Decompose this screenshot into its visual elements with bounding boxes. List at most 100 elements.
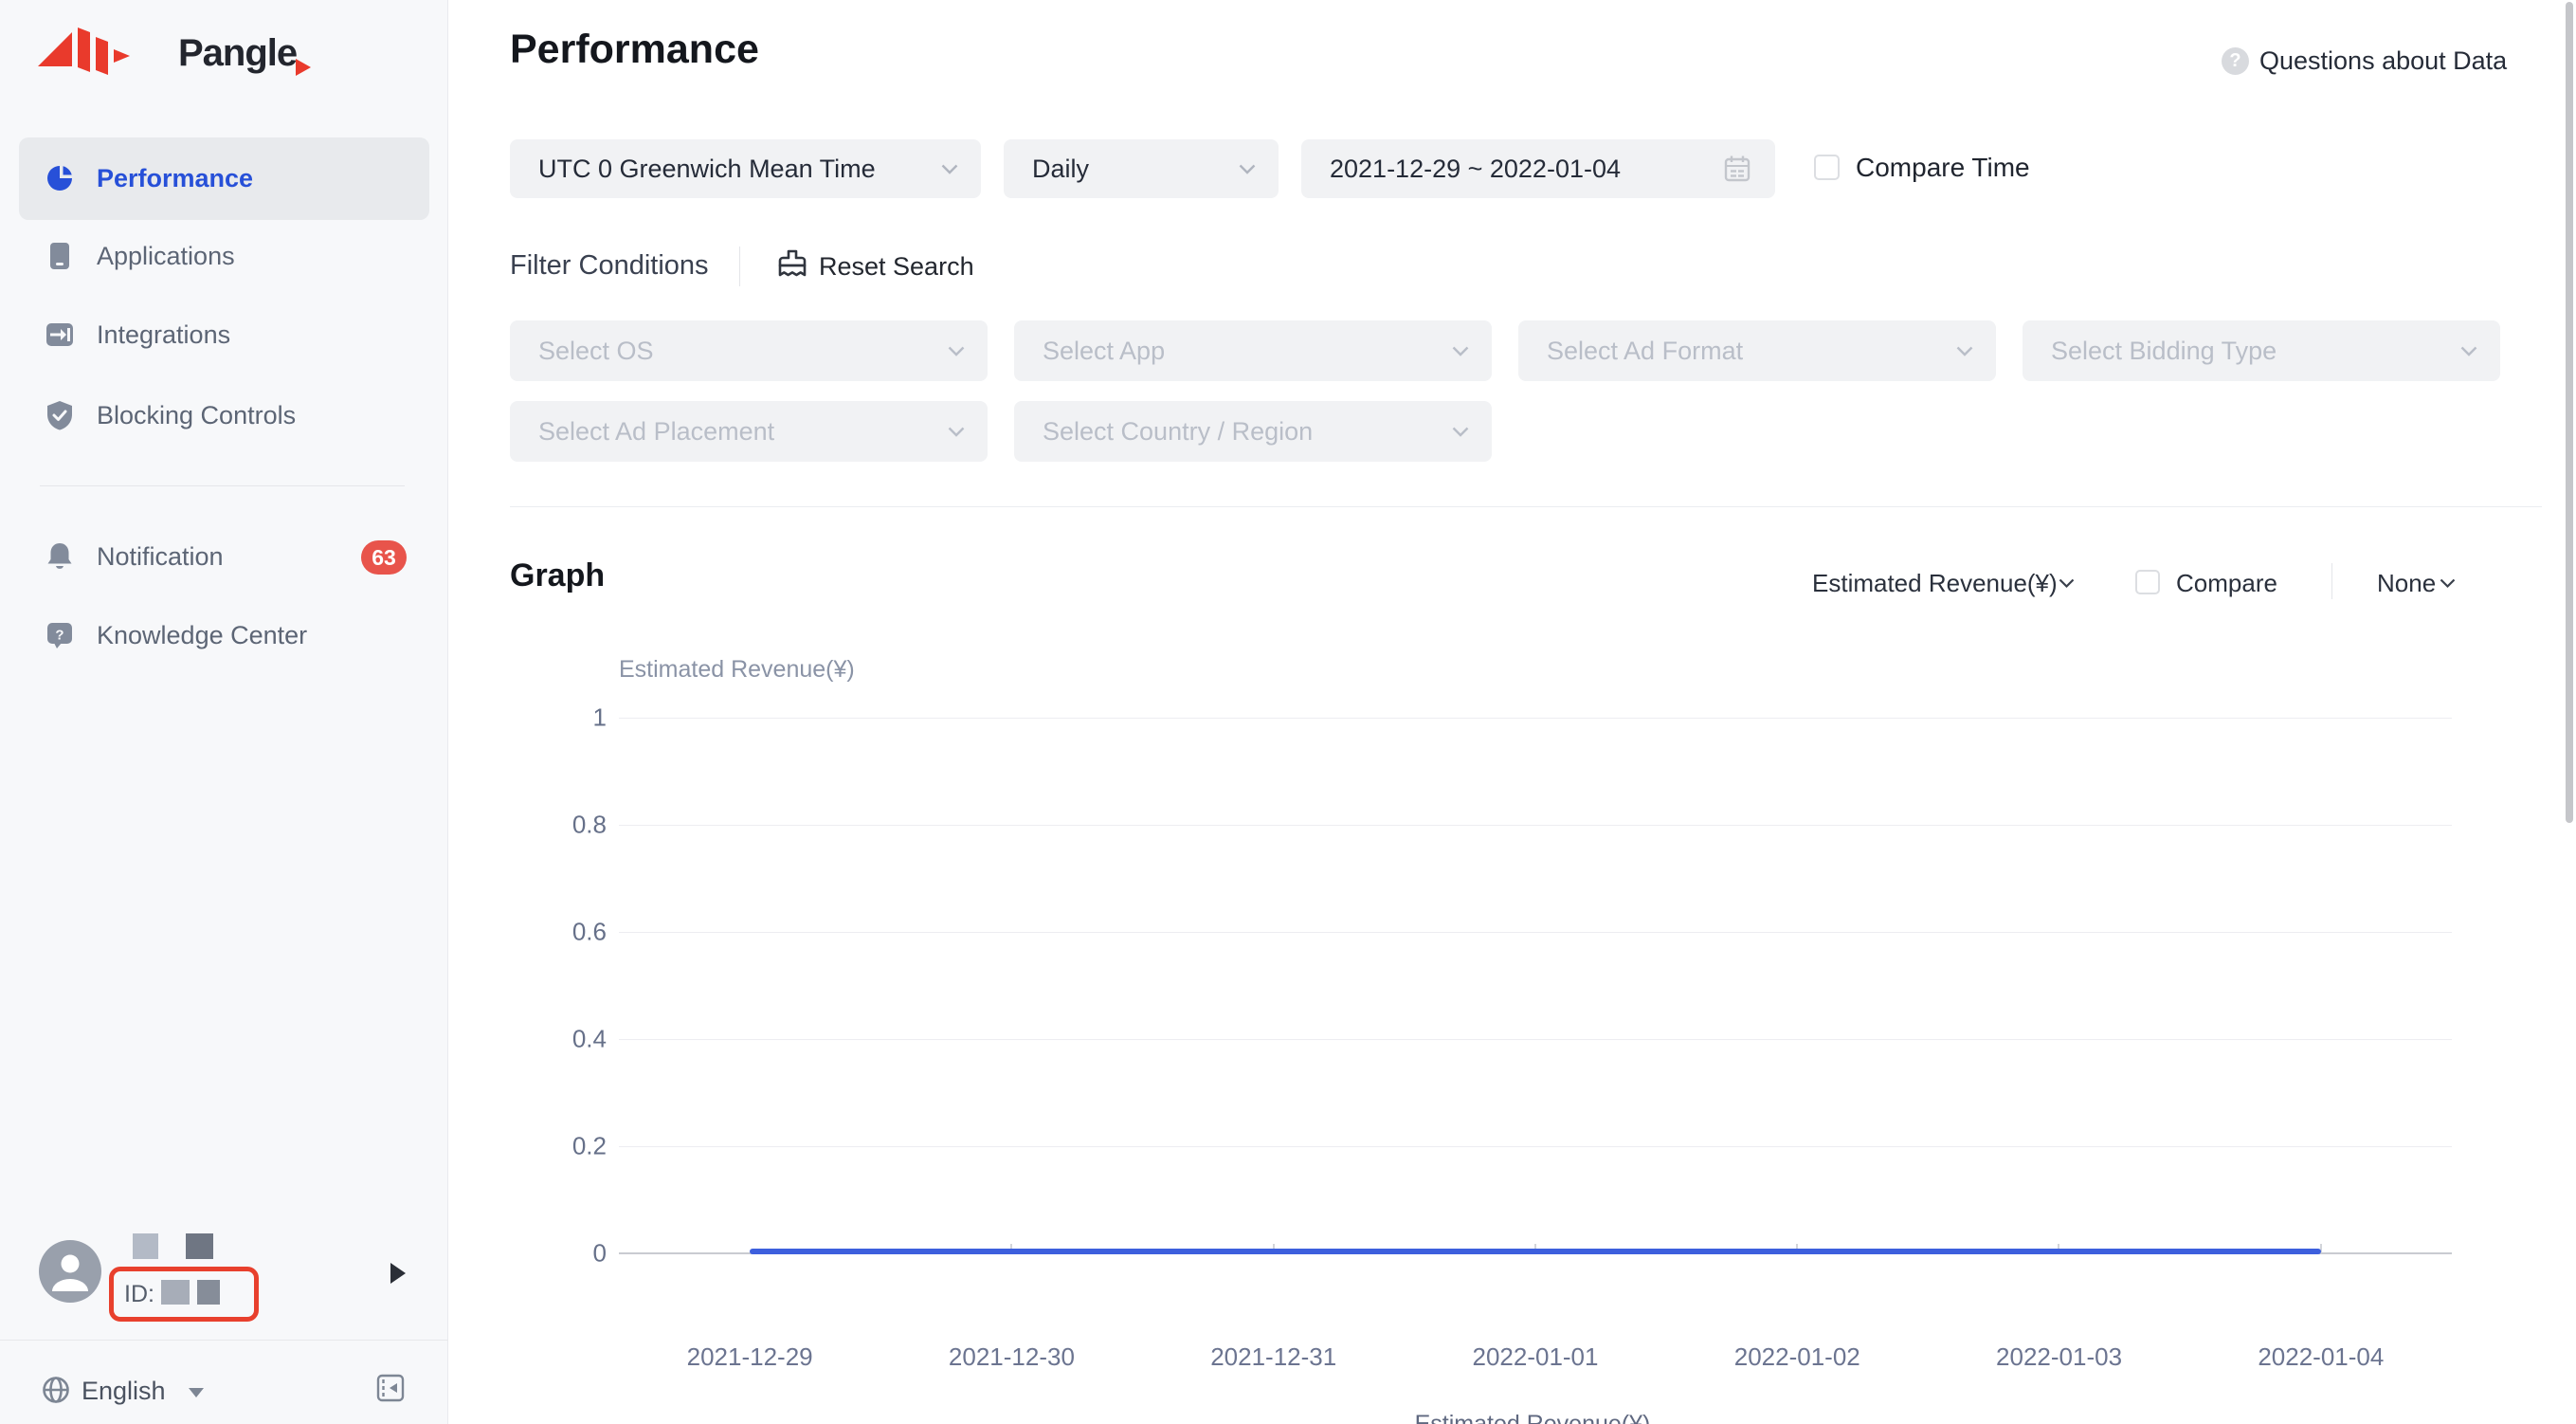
y-axis-tick-label: 0 — [592, 1238, 607, 1268]
gridline — [619, 1039, 2452, 1040]
sidebar-bottom-divider — [0, 1340, 448, 1341]
x-axis-tick — [2320, 1244, 2322, 1253]
gridline — [619, 825, 2452, 826]
applications-icon — [50, 243, 69, 269]
legend-label: Estimated Revenue(¥) — [1414, 1411, 1651, 1424]
date-range-value: 2021-12-29 ~ 2022-01-04 — [1330, 154, 1621, 183]
timezone-dropdown[interactable]: UTC 0 Greenwich Mean Time — [510, 139, 981, 198]
person-icon — [52, 1254, 88, 1291]
y-axis-tick-label: 0.2 — [571, 1131, 607, 1160]
broom-icon — [778, 249, 807, 277]
metric-selector-dropdown[interactable]: Estimated Revenue(¥) — [1812, 569, 2058, 598]
timezone-value: UTC 0 Greenwich Mean Time — [538, 154, 876, 183]
sidebar-item-applications-label: Applications — [97, 242, 235, 270]
page-title: Performance — [510, 27, 759, 72]
select-os-dropdown[interactable]: Select OS — [510, 320, 988, 381]
sidebar-item-notification-label: Notification — [97, 542, 224, 571]
chevron-down-icon — [941, 164, 958, 174]
x-axis-tick-label: 2022-01-03 — [1996, 1342, 2123, 1371]
x-axis-tick-label: 2021-12-31 — [1210, 1342, 1337, 1371]
dimension-selector-value: None — [2377, 569, 2437, 597]
chevron-down-icon — [2460, 346, 2477, 356]
sidebar-item-blocking-controls-label: Blocking Controls — [97, 401, 297, 429]
y-axis-tick-label: 0.4 — [571, 1024, 607, 1053]
y-axis-tick-label: 1 — [592, 703, 607, 732]
select-app-dropdown[interactable]: Select App — [1014, 320, 1492, 381]
x-axis-tick-label: 2021-12-29 — [686, 1342, 813, 1371]
chevron-down-icon — [1239, 164, 1256, 174]
chevron-down-icon — [948, 427, 965, 437]
select-ad-placement-placeholder: Select Ad Placement — [538, 416, 775, 446]
select-country-region-placeholder: Select Country / Region — [1043, 416, 1314, 446]
chevron-down-icon[interactable] — [2059, 578, 2075, 589]
globe-icon — [43, 1377, 69, 1403]
section-divider — [510, 506, 2542, 507]
expand-user-panel-arrow[interactable] — [390, 1263, 406, 1284]
compare-time-label: Compare Time — [1856, 153, 2030, 182]
sidebar-divider — [40, 485, 405, 486]
x-axis-tick-label: 2022-01-04 — [2258, 1342, 2385, 1371]
sidebar-item-knowledge-center-label: Knowledge Center — [97, 621, 308, 649]
dimension-selector-dropdown[interactable]: None — [2377, 569, 2436, 598]
sidebar-item-performance[interactable] — [19, 137, 429, 220]
vertical-divider — [2331, 563, 2332, 599]
sidebar: Pangle Performance Applications Integrat… — [0, 0, 448, 1424]
sidebar-item-performance-label: Performance — [97, 164, 254, 192]
chevron-down-icon — [948, 346, 965, 356]
pie-chart-icon — [47, 166, 72, 191]
graph-section-title: Graph — [510, 557, 606, 593]
redacted-username-block — [186, 1233, 213, 1259]
chart-legend[interactable]: Estimated Revenue(¥) — [619, 1411, 2395, 1424]
select-bidding-type-dropdown[interactable]: Select Bidding Type — [2023, 320, 2500, 381]
select-ad-placement-dropdown[interactable]: Select Ad Placement — [510, 401, 988, 462]
gridline — [619, 718, 2452, 719]
bell-icon — [47, 543, 72, 569]
y-axis-tick-label: 0.8 — [571, 810, 607, 839]
vertical-scrollbar-thumb[interactable] — [2566, 2, 2573, 823]
gridline — [619, 1146, 2452, 1147]
calendar-icon — [1724, 155, 1751, 182]
x-axis-tick-label: 2022-01-01 — [1472, 1342, 1599, 1371]
notification-badge: 63 — [361, 540, 407, 575]
granularity-dropdown[interactable]: Daily — [1004, 139, 1279, 198]
redacted-id-block — [197, 1280, 220, 1305]
shield-check-icon — [47, 401, 72, 430]
help-circle-icon: ? — [2222, 47, 2249, 75]
x-axis-tick-label: 2021-12-30 — [948, 1342, 1075, 1371]
avatar[interactable] — [39, 1240, 101, 1303]
pangle-logo-accent — [296, 59, 311, 76]
question-bubble-icon: ? — [47, 623, 72, 648]
select-os-placeholder: Select OS — [538, 336, 654, 365]
filter-conditions-label: Filter Conditions — [510, 250, 709, 281]
chevron-down-icon[interactable] — [2440, 578, 2456, 589]
compare-time-checkbox[interactable] — [1814, 155, 1840, 180]
integrations-icon — [46, 323, 73, 346]
y-axis-title: Estimated Revenue(¥) — [619, 656, 855, 683]
collapse-sidebar-icon[interactable] — [375, 1373, 406, 1403]
svg-text:?: ? — [55, 628, 63, 644]
questions-about-data-label: Questions about Data — [2259, 46, 2508, 75]
pangle-logo-icon — [38, 27, 130, 75]
granularity-value: Daily — [1032, 154, 1090, 183]
select-app-placeholder: Select App — [1043, 336, 1166, 365]
chevron-down-icon — [189, 1388, 204, 1397]
metric-selector-value: Estimated Revenue(¥) — [1812, 569, 2058, 597]
chevron-down-icon — [1452, 346, 1469, 356]
y-axis-tick-label: 0.6 — [571, 917, 607, 946]
compare-checkbox[interactable] — [2135, 570, 2160, 594]
date-range-picker[interactable]: 2021-12-29 ~ 2022-01-04 — [1301, 139, 1775, 198]
sidebar-item-integrations-label: Integrations — [97, 320, 231, 349]
redacted-username-block — [133, 1233, 158, 1259]
x-axis-tick-label: 2022-01-02 — [1733, 1342, 1860, 1371]
select-ad-format-placeholder: Select Ad Format — [1547, 336, 1744, 365]
vertical-divider — [739, 246, 740, 286]
select-bidding-type-placeholder: Select Bidding Type — [2051, 336, 2277, 365]
reset-search-label: Reset Search — [819, 252, 974, 281]
gridline — [619, 932, 2452, 933]
select-country-region-dropdown[interactable]: Select Country / Region — [1014, 401, 1492, 462]
chevron-down-icon — [1452, 427, 1469, 437]
redacted-id-block — [161, 1280, 190, 1305]
select-ad-format-dropdown[interactable]: Select Ad Format — [1518, 320, 1996, 381]
x-axis-labels: 2021-12-29 2021-12-30 2021-12-31 2022-01… — [619, 1342, 2452, 1372]
